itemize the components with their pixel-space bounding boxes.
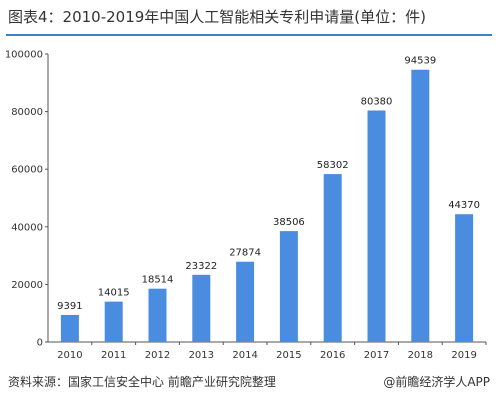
bar — [279, 231, 298, 342]
x-tick-label: 2011 — [101, 350, 126, 361]
bar-value-label: 94539 — [404, 56, 436, 67]
y-tick-label: 0 — [37, 338, 43, 349]
bar-value-label: 80380 — [361, 97, 393, 108]
bar-value-label: 18514 — [142, 275, 174, 286]
bar-value-label: 14015 — [98, 288, 130, 299]
x-tick-label: 2012 — [145, 350, 170, 361]
bar-value-label: 38506 — [273, 217, 305, 228]
brand-credit: @前瞻经济学人APP — [383, 375, 490, 389]
x-tick-label: 2014 — [232, 350, 257, 361]
x-tick-label: 2015 — [276, 350, 301, 361]
chart-title: 图表4：2010-2019年中国人工智能相关专利申请量(单位：件) — [8, 8, 427, 26]
bar — [323, 174, 342, 342]
bar — [236, 261, 255, 342]
data-source: 资料来源：国家工信安全中心 前瞻产业研究院整理 — [8, 375, 276, 389]
bar — [192, 274, 211, 342]
y-tick-label: 80000 — [11, 107, 43, 118]
bar-chart: 0 20000 40000 60000 80000 100000 9391 14015 185… — [5, 50, 487, 361]
bar-value-label: 23322 — [185, 261, 217, 272]
x-tick-label: 2010 — [57, 350, 82, 361]
title-underline — [6, 34, 492, 36]
bar — [60, 314, 79, 342]
bar — [104, 301, 123, 342]
bar — [455, 214, 474, 342]
y-tick-label: 60000 — [11, 165, 43, 176]
y-tick-label: 20000 — [11, 280, 43, 291]
bar-value-label: 44370 — [448, 200, 480, 211]
x-tick-label: 2019 — [451, 350, 476, 361]
y-tick-label: 40000 — [11, 222, 43, 233]
x-tick-label: 2013 — [189, 350, 214, 361]
bar — [367, 110, 386, 342]
bar-value-label: 9391 — [57, 301, 82, 312]
x-tick-label: 2018 — [408, 350, 433, 361]
y-tick-label: 100000 — [5, 50, 43, 61]
bar — [148, 288, 167, 342]
bar-value-label: 27874 — [229, 248, 261, 259]
x-tick-label: 2016 — [320, 350, 345, 361]
bar-value-label: 58302 — [317, 160, 349, 171]
x-tick-label: 2017 — [364, 350, 389, 361]
bar — [411, 69, 430, 343]
